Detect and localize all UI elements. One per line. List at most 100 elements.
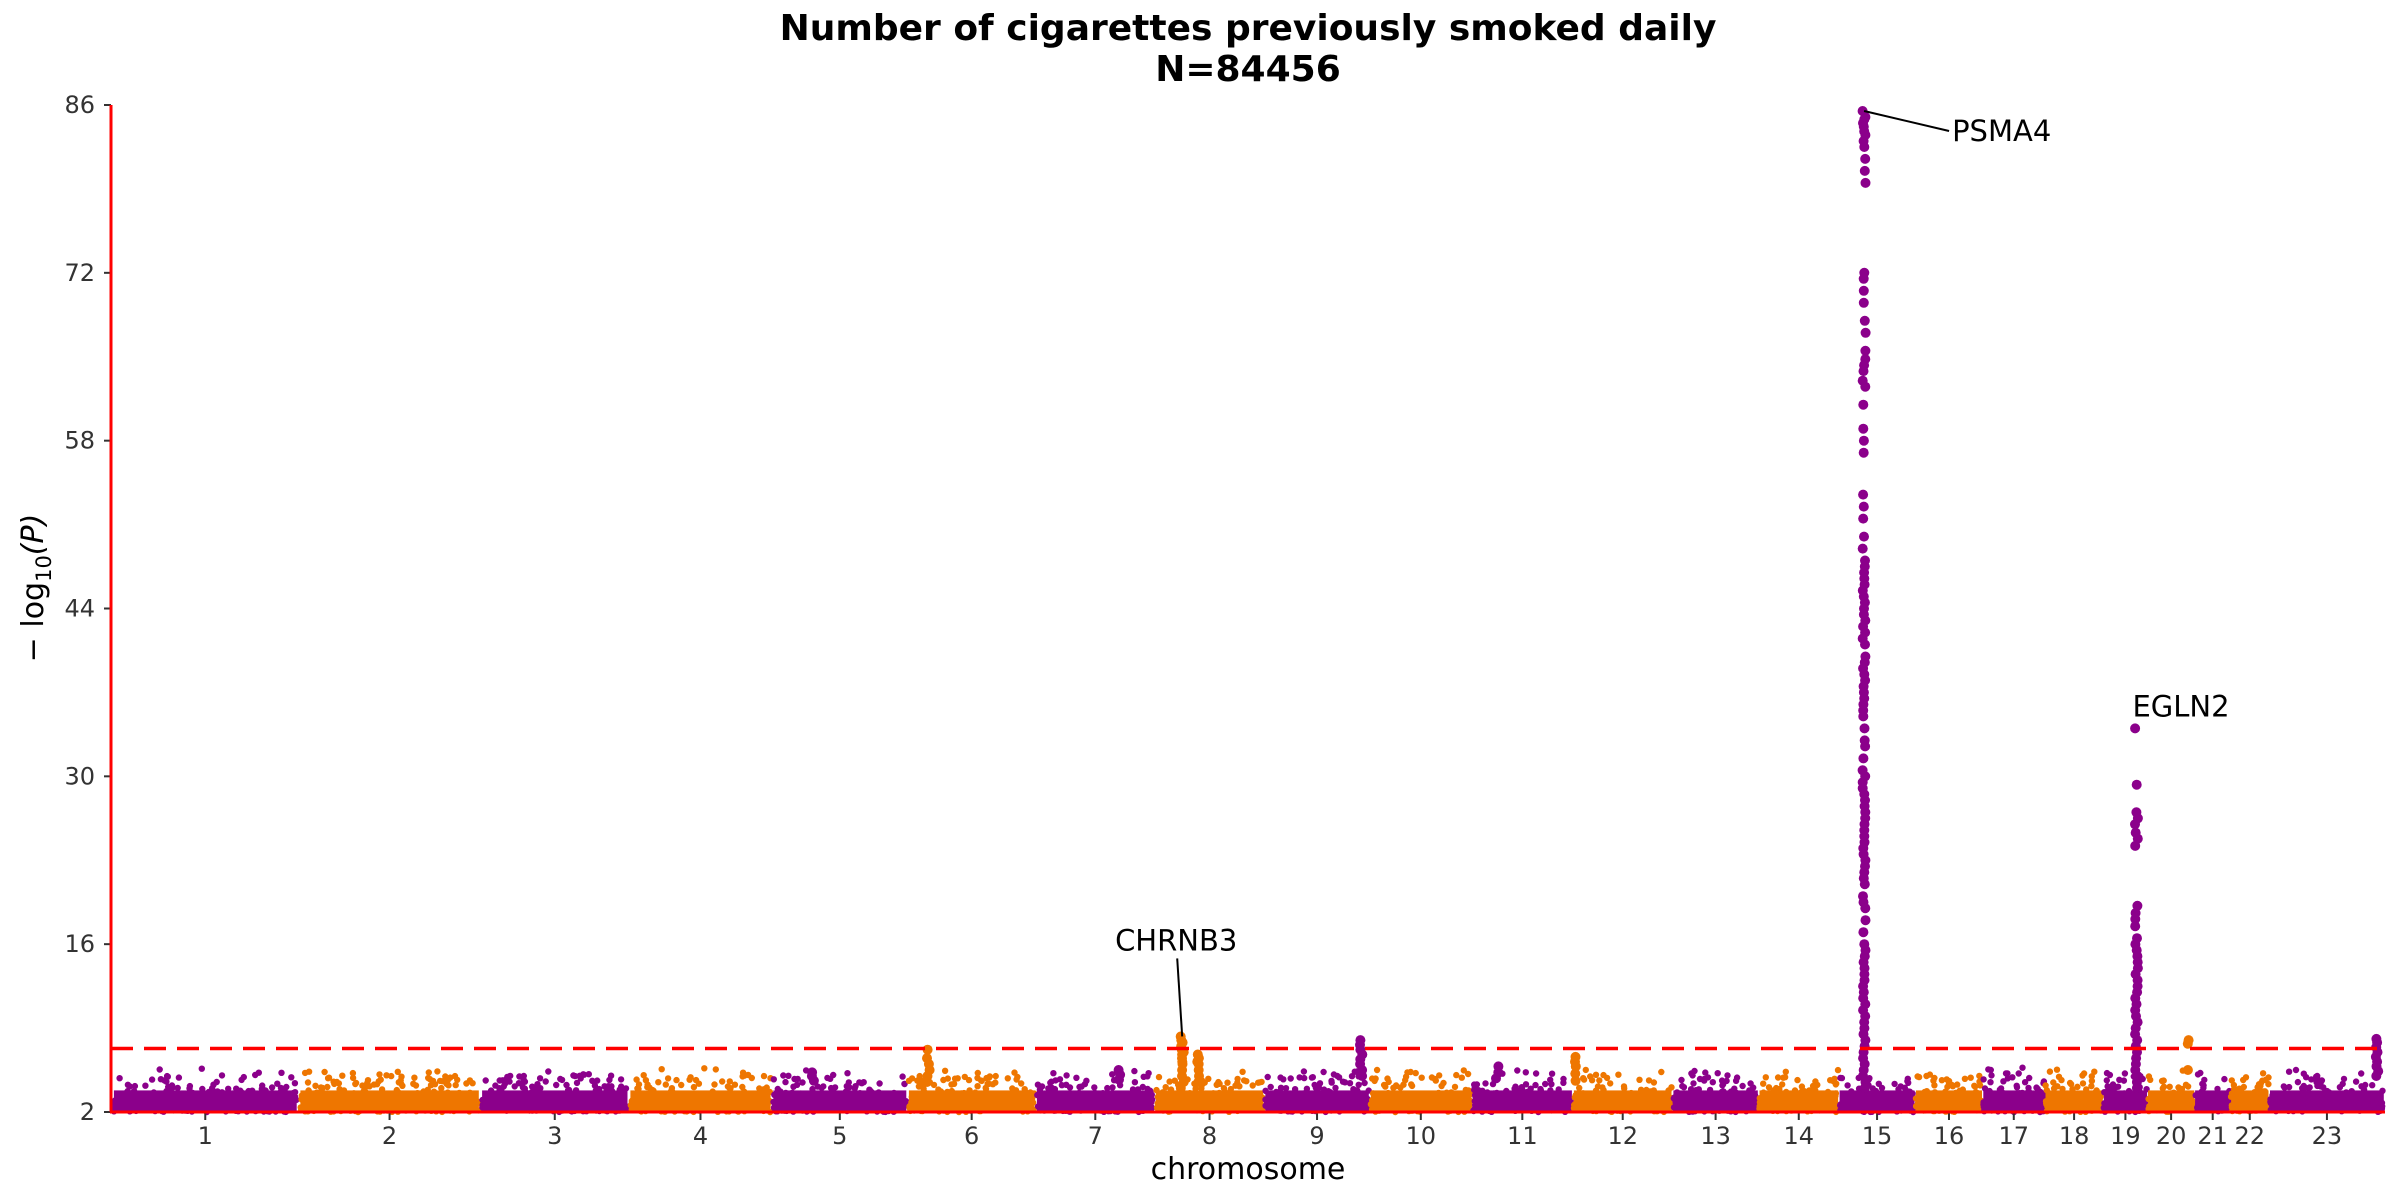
chromosome-band-7	[1036, 1090, 1154, 1112]
x-tick-label: 17	[1999, 1122, 2030, 1150]
chromosome-band-8	[1155, 1090, 1264, 1112]
snp-point	[1858, 366, 1869, 377]
x-tick-label: 11	[1507, 1122, 1538, 1150]
chromosome-points-2	[297, 1068, 482, 1116]
chromosome-points-9	[1262, 1068, 1372, 1116]
chromosome-points-12	[1570, 1066, 1675, 1116]
annotation-leader-psma4	[1863, 110, 1950, 132]
x-tick-label: 9	[1309, 1122, 1324, 1150]
chromosome-points-19	[2100, 1069, 2151, 1116]
snp-point	[1570, 1075, 1581, 1086]
snp-point	[1570, 1061, 1581, 1072]
y-axis-label-var: (P)	[16, 514, 51, 556]
snp-point	[1859, 879, 1870, 890]
snp-point	[2130, 819, 2140, 830]
snp-point	[1860, 381, 1871, 392]
y-tick-label: 2	[80, 1098, 95, 1126]
chromosome-points-3	[479, 1068, 631, 1116]
peak-19-1	[2130, 723, 2143, 1093]
snp-point	[2130, 840, 2141, 851]
x-tick-label: 21	[2197, 1122, 2228, 1150]
chromosome-band-10	[1370, 1090, 1471, 1112]
x-tick-label: 13	[1700, 1122, 1731, 1150]
snp-point	[1858, 273, 1869, 284]
chromosome-band-2	[300, 1090, 479, 1112]
snp-point	[922, 1044, 933, 1055]
chromosome-points-21	[2192, 1069, 2234, 1115]
chromosome-band-3	[482, 1090, 628, 1112]
annotation-leader-chrnb3	[1176, 958, 1184, 1037]
snp-point	[2130, 723, 2141, 734]
snp-point	[1860, 345, 1871, 356]
gene-annotations: PSMA4 CHRNB3 EGLN2	[1115, 110, 2230, 1037]
y-tick-label: 86	[64, 91, 95, 119]
chromosome-points-1	[110, 1065, 300, 1116]
snp-point	[1858, 489, 1869, 500]
snp-point	[2131, 779, 2142, 790]
chromosome-band-22	[2231, 1090, 2269, 1112]
chromosome-band-14	[1759, 1090, 1839, 1112]
chromosome-band-9	[1265, 1090, 1369, 1112]
chromosome-band-4	[630, 1090, 771, 1112]
annotation-label-psma4: PSMA4	[1952, 114, 2051, 148]
x-tick-label: 3	[547, 1122, 562, 1150]
y-axis-label-main: − log	[16, 582, 51, 662]
x-tick-label: 22	[2235, 1122, 2266, 1150]
snp-point	[1193, 1077, 1204, 1087]
data-points	[110, 106, 2386, 1116]
chromosome-points-10	[1367, 1066, 1474, 1116]
chromosome-band-20	[2148, 1090, 2195, 1112]
chromosome-band-21	[2195, 1090, 2231, 1112]
x-tick-label: 10	[1406, 1122, 1437, 1150]
y-axis-ticks: 2 16 30 44 58 72 86	[64, 91, 111, 1126]
chromosome-band-19	[2103, 1090, 2148, 1112]
chromosome-band-17	[1983, 1090, 2045, 1112]
x-tick-label: 12	[1607, 1122, 1638, 1150]
snp-point	[1570, 1068, 1581, 1079]
peak-5-10	[806, 1067, 819, 1086]
chromosome-band-16	[1915, 1090, 1982, 1112]
chromosome-band-13	[1673, 1090, 1758, 1112]
snp-point	[1858, 297, 1869, 308]
snp-point	[1860, 153, 1871, 164]
chromosome-points-23	[2267, 1066, 2386, 1115]
snp-point	[1859, 531, 1869, 542]
x-tick-label: 23	[2312, 1122, 2343, 1150]
snp-point	[1858, 435, 1869, 446]
chromosome-points-15	[1837, 1073, 1917, 1116]
chromosome-points-8	[1153, 1068, 1266, 1116]
snp-point	[2131, 1083, 2142, 1093]
chart-subtitle: N=84456	[1155, 49, 1341, 90]
chromosome-band-18	[2045, 1090, 2103, 1112]
chromosome-points-22	[2227, 1070, 2272, 1115]
snp-point	[1858, 711, 1869, 722]
snp-point	[1859, 1083, 1870, 1093]
peak-11-8	[1491, 1061, 1504, 1084]
snp-point	[1860, 741, 1871, 752]
peak-9-4	[1355, 1035, 1368, 1081]
x-tick-label: 18	[2059, 1122, 2090, 1150]
snp-point	[1860, 327, 1871, 338]
snp-point	[1858, 285, 1869, 296]
chromosome-band-12	[1573, 1090, 1672, 1112]
snp-point	[1859, 165, 1870, 176]
x-tick-label: 16	[1934, 1122, 1965, 1150]
chromosome-band-6	[908, 1090, 1035, 1112]
snp-point	[1858, 501, 1869, 512]
x-tick-label: 4	[693, 1122, 708, 1150]
snp-point	[2130, 921, 2141, 932]
x-tick-label: 7	[1088, 1122, 1103, 1150]
snp-point	[1859, 723, 1870, 734]
x-axis-label: chromosome	[1151, 1152, 1346, 1187]
snp-point	[2182, 1038, 2193, 1049]
y-axis-label: − log10(P)	[16, 514, 56, 663]
y-tick-label: 58	[64, 427, 95, 455]
peak-20-6	[2182, 1035, 2194, 1075]
y-tick-label: 44	[64, 595, 95, 623]
x-tick-label: 6	[964, 1122, 979, 1150]
chromosome-points-6	[905, 1067, 1038, 1116]
snp-point	[2371, 1071, 2382, 1081]
x-tick-label: 5	[832, 1122, 847, 1150]
y-tick-label: 72	[64, 259, 95, 287]
